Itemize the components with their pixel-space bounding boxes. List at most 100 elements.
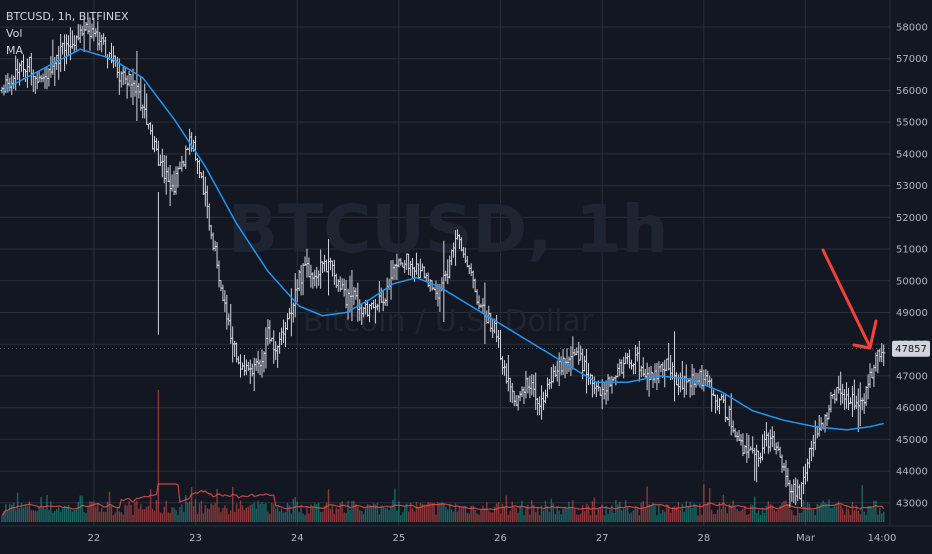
volume-bar <box>425 504 427 522</box>
volume-bar <box>785 500 787 522</box>
volume-bar <box>488 510 490 522</box>
volume-bar <box>624 500 627 522</box>
volume-bar <box>220 512 222 522</box>
volume-bar <box>259 503 261 522</box>
volume-bar <box>857 510 859 522</box>
volume-bar <box>517 512 519 522</box>
volume-bar <box>480 509 482 522</box>
volume-bar <box>370 505 373 522</box>
volume-bar <box>253 502 255 522</box>
volume-bar <box>644 508 646 522</box>
volume-bar <box>282 512 285 522</box>
volume-bar <box>712 514 715 522</box>
volume-bar <box>683 511 685 522</box>
volume-bar <box>476 513 478 522</box>
volume-bar <box>695 504 697 522</box>
volume-bar <box>841 508 844 522</box>
volume-bar <box>482 505 484 522</box>
volume-bar <box>572 500 574 522</box>
volume-bar <box>701 514 703 522</box>
volume-bar <box>357 506 359 522</box>
volume-bar <box>429 502 431 522</box>
volume-bar <box>202 513 205 522</box>
volume-bar <box>200 500 203 522</box>
volume-bar <box>216 489 218 522</box>
volume-bar <box>720 508 723 522</box>
volume-bar <box>28 501 31 522</box>
time-tick-label: 28 <box>697 533 710 544</box>
volume-bar <box>208 508 210 522</box>
volume-bar <box>636 508 639 522</box>
volume-bar <box>787 504 789 522</box>
volume-bar <box>353 500 355 522</box>
volume-bar <box>359 510 361 522</box>
volume-bar <box>697 515 699 522</box>
volume-bar <box>14 509 17 522</box>
volume-bar <box>34 510 36 522</box>
volume-bar <box>288 504 291 522</box>
volume-bar <box>507 514 510 522</box>
volume-bar <box>222 507 224 522</box>
legend-symbol-title[interactable]: BTCUSD, 1h, BITFINEX <box>6 10 129 23</box>
volume-bar <box>71 511 74 522</box>
volume-bar <box>38 506 40 522</box>
volume-bar <box>738 511 740 522</box>
legend-ma-label[interactable]: MA <box>6 44 24 57</box>
volume-bar <box>615 500 617 522</box>
volume-bar <box>382 507 384 522</box>
volume-bar <box>593 497 596 522</box>
volume-bar <box>847 509 850 522</box>
volume-bar <box>91 501 93 522</box>
volume-bar <box>642 500 644 522</box>
volume-bar <box>515 507 517 522</box>
volume-bar <box>128 501 130 522</box>
volume-bar <box>63 505 66 522</box>
volume-bar <box>126 505 128 522</box>
volume-bar <box>214 502 216 522</box>
volume-bar <box>591 501 594 522</box>
legend-volume-label[interactable]: Vol <box>6 27 23 40</box>
volume-bar <box>714 514 717 522</box>
time-tick-label: 23 <box>189 533 202 544</box>
volume-bar <box>255 508 257 522</box>
volume-bar <box>351 500 353 522</box>
volume-bar <box>144 509 146 522</box>
volume-bar <box>405 503 408 522</box>
volume-bar <box>230 510 232 522</box>
volume-bar <box>622 508 625 522</box>
volume-bar <box>159 512 162 522</box>
volume-bar <box>654 504 656 522</box>
volume-bar <box>836 504 838 522</box>
volume-bar <box>458 506 461 522</box>
volume-bar <box>388 510 390 522</box>
volume-bar <box>171 507 173 522</box>
volume-bar <box>79 495 81 522</box>
volume-bar <box>212 504 214 522</box>
volume-bar <box>777 509 779 522</box>
volume-bar <box>433 503 435 522</box>
volume-bar <box>437 502 439 522</box>
volume-bar <box>190 487 193 522</box>
last-price-marker: 47857 <box>0 340 930 357</box>
volume-bar <box>147 505 150 522</box>
volume-bar <box>413 511 416 522</box>
volume-bar <box>765 505 768 522</box>
time-axis[interactable]: 22 23 24 25 26 27 28 Mar 14:00 <box>88 533 897 544</box>
volume-bar <box>763 513 766 522</box>
volume-bar <box>245 507 248 522</box>
price-tick-label: 49000 <box>896 308 928 319</box>
volume-bar <box>558 510 560 522</box>
volume-bar <box>822 500 824 522</box>
volume-bar <box>101 507 103 522</box>
volume-bar <box>839 505 842 522</box>
volume-bar <box>284 511 287 522</box>
volume-bar <box>843 514 846 522</box>
volume-bar <box>124 504 126 522</box>
volume-bar <box>570 508 572 522</box>
volume-bar <box>11 504 13 522</box>
volume-bar <box>177 514 179 522</box>
volume-bar <box>710 509 713 522</box>
